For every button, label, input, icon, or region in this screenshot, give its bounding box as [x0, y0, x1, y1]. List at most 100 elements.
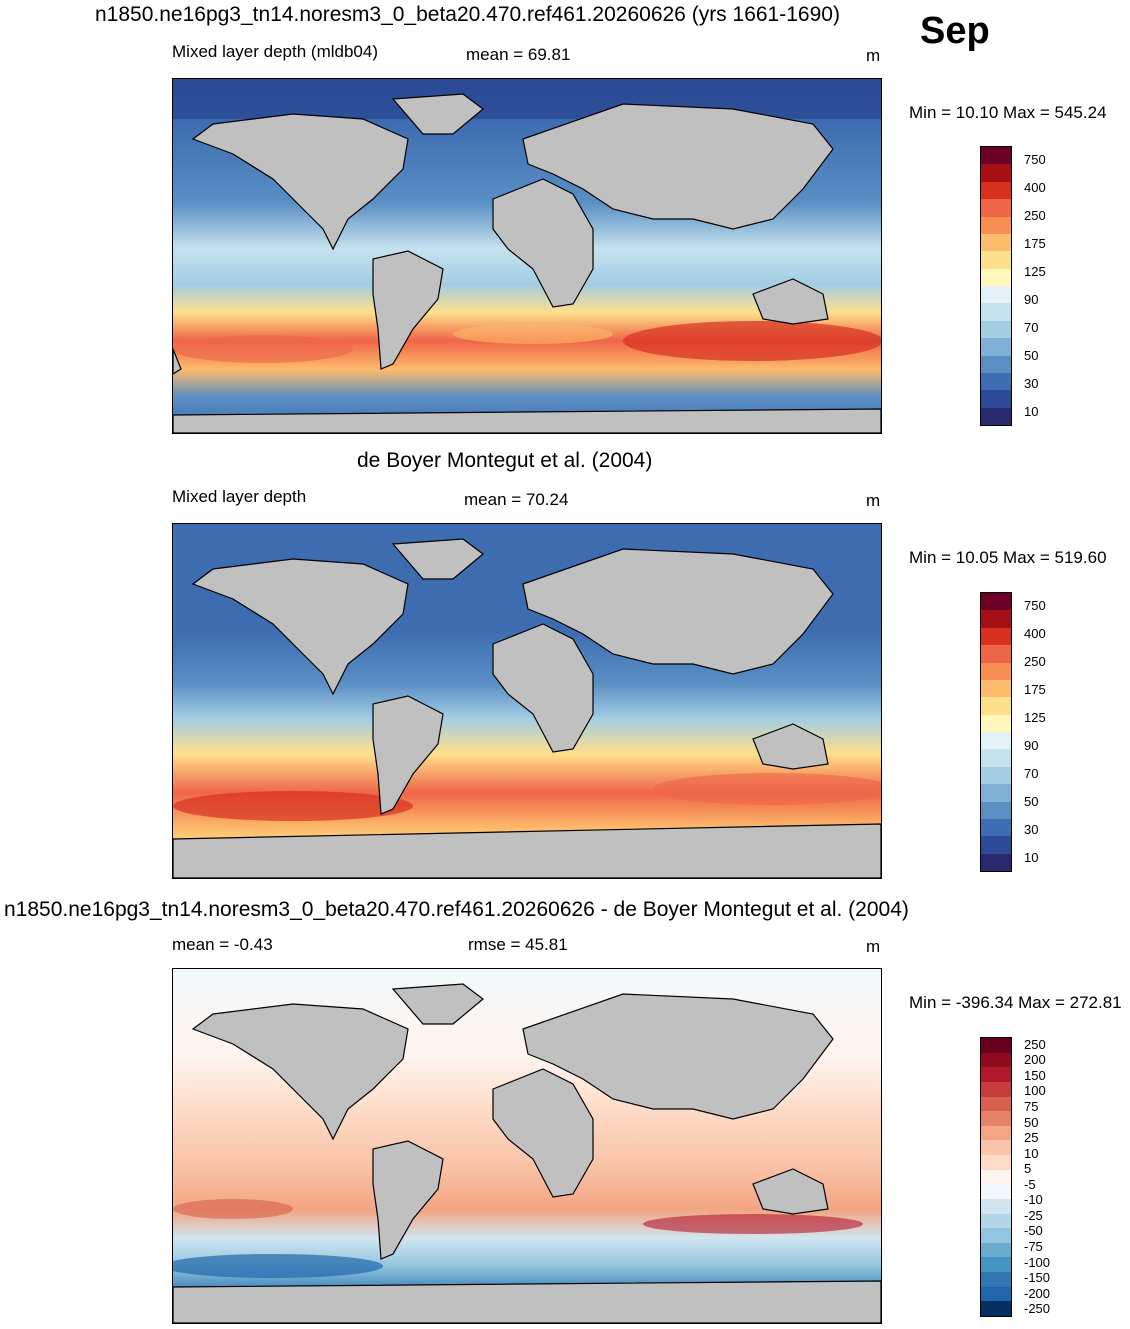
colorbar-tick-label: 25	[1024, 1130, 1039, 1146]
colorbar-tick-label: 5	[1024, 1161, 1032, 1177]
colorbar-tick-label: 175	[1024, 236, 1046, 251]
colorbar-tick-label: -50	[1024, 1223, 1043, 1239]
colorbar-swatch	[981, 1140, 1011, 1155]
colorbar-swatch	[981, 593, 1011, 611]
colorbar-swatch	[981, 1155, 1011, 1170]
panel3-land	[173, 983, 881, 1323]
colorbar-swatch	[981, 1125, 1011, 1141]
colorbar-swatch	[981, 338, 1011, 356]
colorbar-tick-label: 250	[1024, 654, 1046, 669]
colorbar-tick-label: 10	[1024, 404, 1039, 419]
colorbar-swatch	[981, 784, 1011, 802]
panel3-rmse-label: rmse = 45.81	[468, 935, 568, 954]
panel3-map	[172, 968, 882, 1324]
month-label: Sep	[920, 10, 990, 52]
colorbar-swatch	[981, 147, 1011, 165]
colorbar-swatch	[981, 1272, 1011, 1287]
colorbar-swatch	[981, 1067, 1011, 1082]
colorbar-tick-label: 10	[1024, 1145, 1039, 1161]
colorbar-swatch	[981, 697, 1011, 715]
colorbar-swatch	[981, 1242, 1011, 1258]
colorbar-swatch	[981, 766, 1011, 785]
panel1-map	[172, 78, 882, 434]
colorbar-tick-label: 50	[1024, 1114, 1039, 1130]
colorbar-tick-label: 150	[1024, 1067, 1046, 1083]
panel3-colorbar	[980, 1037, 1012, 1317]
panel1-map-svg	[173, 79, 881, 433]
panel2-title: de Boyer Montegut et al. (2004)	[357, 449, 653, 472]
colorbar-swatch	[981, 251, 1011, 269]
colorbar-swatch	[981, 199, 1011, 217]
colorbar-tick-label: 125	[1024, 710, 1046, 725]
panel1-colorbar	[980, 146, 1012, 426]
colorbar-tick-label: -10	[1024, 1192, 1043, 1208]
colorbar-swatch	[981, 216, 1011, 234]
colorbar-swatch	[981, 853, 1011, 871]
colorbar-swatch	[981, 662, 1011, 680]
colorbar-swatch	[981, 1198, 1011, 1214]
colorbar-tick-label: 90	[1024, 738, 1039, 753]
colorbar-swatch	[981, 1169, 1011, 1185]
colorbar-tick-label: 750	[1024, 152, 1046, 167]
colorbar-tick-label: -5	[1024, 1176, 1036, 1192]
panel3-map-svg	[173, 969, 881, 1323]
colorbar-swatch	[981, 836, 1011, 854]
panel3-mean-label: mean = -0.43	[172, 935, 273, 954]
colorbar-swatch	[981, 164, 1011, 182]
colorbar-swatch	[981, 1111, 1011, 1126]
panel1-variable-label: Mixed layer depth (mldb04)	[172, 42, 378, 61]
colorbar-tick-label: -100	[1024, 1254, 1051, 1270]
colorbar-tick-label: 50	[1024, 348, 1039, 363]
panel2-map	[172, 523, 882, 879]
colorbar-swatch	[981, 1184, 1011, 1199]
colorbar-tick-label: 100	[1024, 1083, 1046, 1099]
colorbar-tick-label: 125	[1024, 264, 1046, 279]
colorbar-swatch	[981, 801, 1011, 819]
colorbar-swatch	[981, 390, 1011, 408]
colorbar-tick-label: 75	[1024, 1099, 1039, 1114]
colorbar-tick-label: 70	[1024, 766, 1039, 781]
colorbar-swatch	[981, 818, 1011, 837]
colorbar-tick-label: 400	[1024, 180, 1046, 195]
colorbar-swatch	[981, 1213, 1011, 1229]
colorbar-swatch	[981, 303, 1011, 321]
colorbar-tick-label: 30	[1024, 376, 1039, 391]
colorbar-tick-label: 200	[1024, 1052, 1046, 1068]
colorbar-swatch	[981, 627, 1011, 646]
colorbar-swatch	[981, 1038, 1011, 1053]
colorbar-swatch	[981, 181, 1011, 200]
colorbar-tick-label: -75	[1024, 1239, 1043, 1254]
colorbar-swatch	[981, 320, 1011, 339]
colorbar-swatch	[981, 732, 1011, 750]
colorbar-swatch	[981, 1257, 1011, 1272]
colorbar-tick-label: -25	[1024, 1207, 1043, 1223]
panel1-units-label: m	[866, 46, 881, 65]
colorbar-tick-label: 70	[1024, 320, 1039, 335]
panel1-land	[173, 93, 881, 433]
panel2-units-label: m	[866, 491, 881, 510]
panel2-colorbar	[980, 592, 1012, 872]
panel3-minmax-label: Min = -396.34 Max = 272.81	[909, 993, 1122, 1012]
colorbar-swatch	[981, 610, 1011, 628]
colorbar-swatch	[981, 1301, 1011, 1316]
panel2-mean-label: mean = 70.24	[464, 490, 569, 509]
panel3-title: n1850.ne16pg3_tn14.noresm3_0_beta20.470.…	[4, 898, 909, 921]
colorbar-tick-label: 250	[1024, 208, 1046, 223]
colorbar-swatch	[981, 268, 1011, 286]
colorbar-tick-label: -200	[1024, 1285, 1051, 1301]
colorbar-swatch	[981, 1052, 1011, 1068]
panel3-units-label: m	[866, 937, 881, 956]
colorbar-tick-label: -150	[1024, 1270, 1051, 1286]
colorbar-tick-label: 90	[1024, 292, 1039, 307]
colorbar-swatch	[981, 714, 1011, 732]
panel2-map-svg	[173, 524, 881, 878]
panel2-minmax-label: Min = 10.05 Max = 519.60	[909, 548, 1107, 567]
panel1-minmax-label: Min = 10.10 Max = 545.24	[909, 103, 1107, 122]
colorbar-tick-label: 250	[1024, 1036, 1046, 1052]
colorbar-tick-label: 10	[1024, 850, 1039, 865]
colorbar-swatch	[981, 355, 1011, 373]
colorbar-swatch	[981, 749, 1011, 767]
panel2-land	[173, 538, 881, 878]
colorbar-swatch	[981, 645, 1011, 663]
colorbar-swatch	[981, 1096, 1011, 1112]
